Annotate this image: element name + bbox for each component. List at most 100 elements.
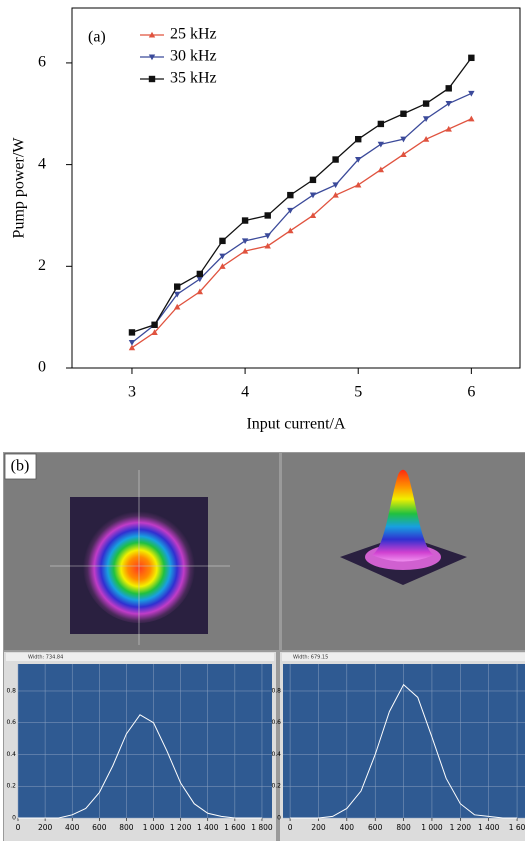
x-axis-label: Input current/A xyxy=(246,416,346,433)
y-tick-label: 0 xyxy=(277,815,281,822)
y-tick-label: 0.2 xyxy=(6,783,16,790)
y-tick-label: 0 xyxy=(38,359,46,376)
y-tick-label: 2 xyxy=(38,257,46,274)
x-tick-label: 5 xyxy=(354,384,362,401)
marker xyxy=(332,182,339,189)
chart: 0 0.2 0.4 0.6 0.8 0 200 400 600 800 1 000 1 200 1 40… xyxy=(271,653,526,832)
y-tick-label: 4 xyxy=(38,155,46,172)
x-tick-label: 1 200 xyxy=(450,823,472,832)
panel-label-box xyxy=(4,453,37,480)
marker xyxy=(377,141,385,148)
plot-background xyxy=(18,664,272,818)
x-tick-label: 3 xyxy=(128,384,136,401)
marker xyxy=(422,135,430,142)
x-tick-label: 1 400 xyxy=(478,823,500,832)
x-tick-label: 400 xyxy=(340,823,355,832)
marker xyxy=(264,212,271,219)
x-tick-label: 1 800 xyxy=(251,823,273,832)
marker xyxy=(332,191,339,198)
width-label: Width: 679.15 xyxy=(293,655,328,661)
x-tick-label: 600 xyxy=(368,823,383,832)
marker xyxy=(151,329,158,335)
line xyxy=(131,118,472,349)
marker xyxy=(355,135,362,143)
marker xyxy=(241,238,249,245)
y-tick-label: 0.6 xyxy=(6,719,16,726)
x-tick-label: 0 xyxy=(16,823,21,832)
marker xyxy=(174,291,181,298)
marker xyxy=(468,90,475,97)
marker xyxy=(151,321,158,328)
line xyxy=(290,683,518,819)
marker xyxy=(174,283,181,290)
x-tick-label: 4 xyxy=(241,384,249,401)
y-tick-label: 0.4 xyxy=(271,751,281,758)
y-tick-label: 0.4 xyxy=(6,751,16,758)
x-tick-label: 1 200 xyxy=(170,823,192,832)
marker xyxy=(148,31,156,38)
marker xyxy=(445,85,452,92)
y-tick-label: 0.2 xyxy=(271,783,281,790)
panel-label: (b) xyxy=(11,458,30,475)
marker xyxy=(377,120,385,128)
marker xyxy=(287,207,294,214)
profile-header xyxy=(6,653,274,661)
marker xyxy=(148,75,156,83)
marker xyxy=(196,276,204,283)
panel-label: (a) xyxy=(88,29,106,46)
marker xyxy=(241,247,249,254)
legend-label: 35 kHz xyxy=(170,70,217,87)
marker xyxy=(422,116,430,123)
marker xyxy=(309,176,317,184)
chart: 0 2 4 6 3 4 5 6 Input current/A Pump power/W (a) 25… xyxy=(11,7,521,433)
profile-header xyxy=(282,653,525,661)
x-tick-label: 200 xyxy=(38,823,53,832)
marker xyxy=(241,217,249,224)
y-tick-label: 0.8 xyxy=(271,687,281,694)
marker xyxy=(445,101,452,107)
marker xyxy=(400,110,407,117)
x-tick-label: 6 xyxy=(467,384,475,401)
marker xyxy=(264,233,271,239)
y-tick-label: 6 xyxy=(38,54,46,71)
x-tick-label: 800 xyxy=(119,823,134,832)
plot-background xyxy=(283,664,525,818)
marker xyxy=(174,303,181,310)
y-tick-label: 0 xyxy=(12,815,16,822)
x-tick-label: 0 xyxy=(288,823,293,832)
y-axis-label: Pump power/W xyxy=(11,137,28,239)
marker xyxy=(219,253,226,260)
marker xyxy=(355,181,362,188)
y-tick-label: 0.6 xyxy=(271,719,281,726)
chart: 0 0.2 0.4 0.6 0.8 0 200 400 600 800 1 000 1 200 1 40… xyxy=(6,653,274,832)
y-tick-label: 0.8 xyxy=(6,687,16,694)
marker xyxy=(309,212,317,219)
marker xyxy=(219,237,226,245)
line xyxy=(131,92,472,344)
marker xyxy=(148,54,156,61)
x-tick-label: 1 000 xyxy=(421,823,443,832)
marker xyxy=(219,263,226,269)
width-label: Width: 734.84 xyxy=(28,655,63,661)
marker xyxy=(264,242,271,249)
marker xyxy=(309,192,317,199)
marker xyxy=(468,54,475,62)
marker xyxy=(355,156,362,163)
marker xyxy=(445,125,452,132)
x-tick-label: 1 600 xyxy=(224,823,246,832)
marker xyxy=(332,156,339,163)
marker xyxy=(128,340,136,346)
marker xyxy=(287,227,294,234)
marker xyxy=(287,191,294,199)
marker xyxy=(400,151,407,158)
x-tick-label: 1 60 xyxy=(509,823,526,832)
x-tick-label: 600 xyxy=(92,823,107,832)
marker xyxy=(196,288,204,295)
marker xyxy=(400,136,407,143)
line xyxy=(131,57,472,334)
marker xyxy=(377,166,385,173)
line xyxy=(18,714,262,819)
x-tick-label: 1 000 xyxy=(143,823,165,832)
